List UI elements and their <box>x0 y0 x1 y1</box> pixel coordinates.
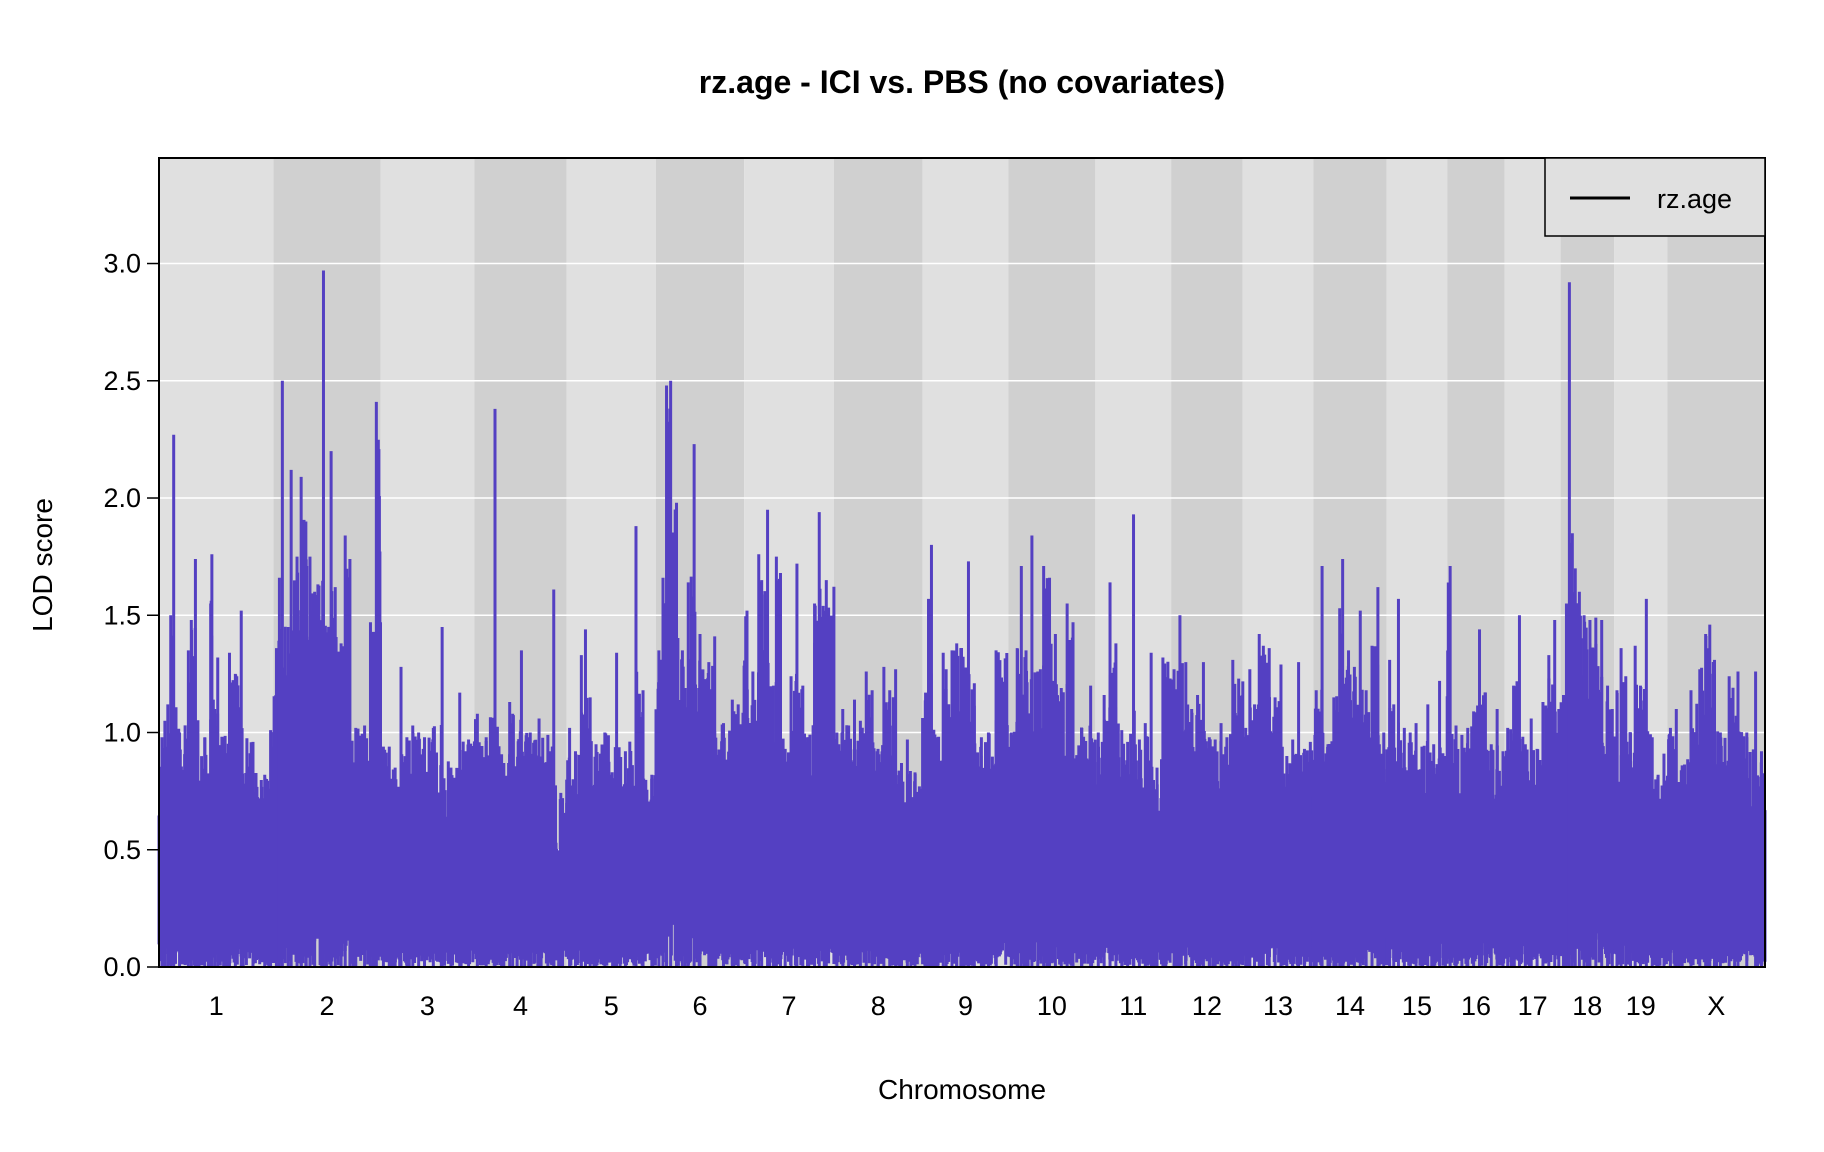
x-tick-label-chr-17: 17 <box>1518 991 1548 1021</box>
chart-title: rz.age - ICI vs. PBS (no covariates) <box>699 64 1225 100</box>
x-tick-label-chr-10: 10 <box>1037 991 1067 1021</box>
x-tick-label-chr-9: 9 <box>958 991 973 1021</box>
x-tick-label-chr-13: 13 <box>1263 991 1293 1021</box>
y-tick-label: 1.0 <box>103 718 141 748</box>
x-tick-label-chr-2: 2 <box>319 991 334 1021</box>
x-tick-label-chr-16: 16 <box>1461 991 1491 1021</box>
x-tick-label-chr-7: 7 <box>781 991 796 1021</box>
x-tick-label-chr-6: 6 <box>692 991 707 1021</box>
x-axis-label: Chromosome <box>878 1074 1046 1105</box>
x-tick-label-chr-1: 1 <box>209 991 224 1021</box>
x-tick-label-chr-11: 11 <box>1119 991 1147 1021</box>
y-tick-label: 1.5 <box>103 600 141 630</box>
x-tick-label-chr-14: 14 <box>1335 991 1365 1021</box>
y-axis-label: LOD score <box>27 498 58 632</box>
x-tick-label-chr-x: X <box>1707 991 1725 1021</box>
x-tick-label-chr-19: 19 <box>1626 991 1656 1021</box>
legend-entry-rz-age: rz.age <box>1657 184 1732 214</box>
y-axis: 0.0 0.5 1.0 1.5 2.0 2.5 3.0 <box>103 249 159 982</box>
x-tick-label-chr-5: 5 <box>604 991 619 1021</box>
y-tick-label: 0.5 <box>103 835 141 865</box>
x-tick-label-chr-18: 18 <box>1572 991 1602 1021</box>
legend: rz.age <box>1544 157 1766 237</box>
x-axis: 1 2 3 4 5 6 7 8 9 10 11 12 13 14 15 16 17 18 19 X <box>209 991 1725 1021</box>
y-tick-label: 0.0 <box>103 952 141 982</box>
x-tick-label-chr-15: 15 <box>1402 991 1432 1021</box>
x-tick-label-chr-3: 3 <box>420 991 435 1021</box>
x-tick-label-chr-8: 8 <box>871 991 886 1021</box>
plot-frame <box>158 157 1766 968</box>
y-tick-label: 3.0 <box>103 249 141 279</box>
lod-series-rz-age <box>157 270 1767 967</box>
y-tick-label: 2.0 <box>103 483 141 513</box>
y-tick-label: 2.5 <box>103 366 141 396</box>
x-tick-label-chr-4: 4 <box>513 991 528 1021</box>
x-tick-label-chr-12: 12 <box>1192 991 1222 1021</box>
